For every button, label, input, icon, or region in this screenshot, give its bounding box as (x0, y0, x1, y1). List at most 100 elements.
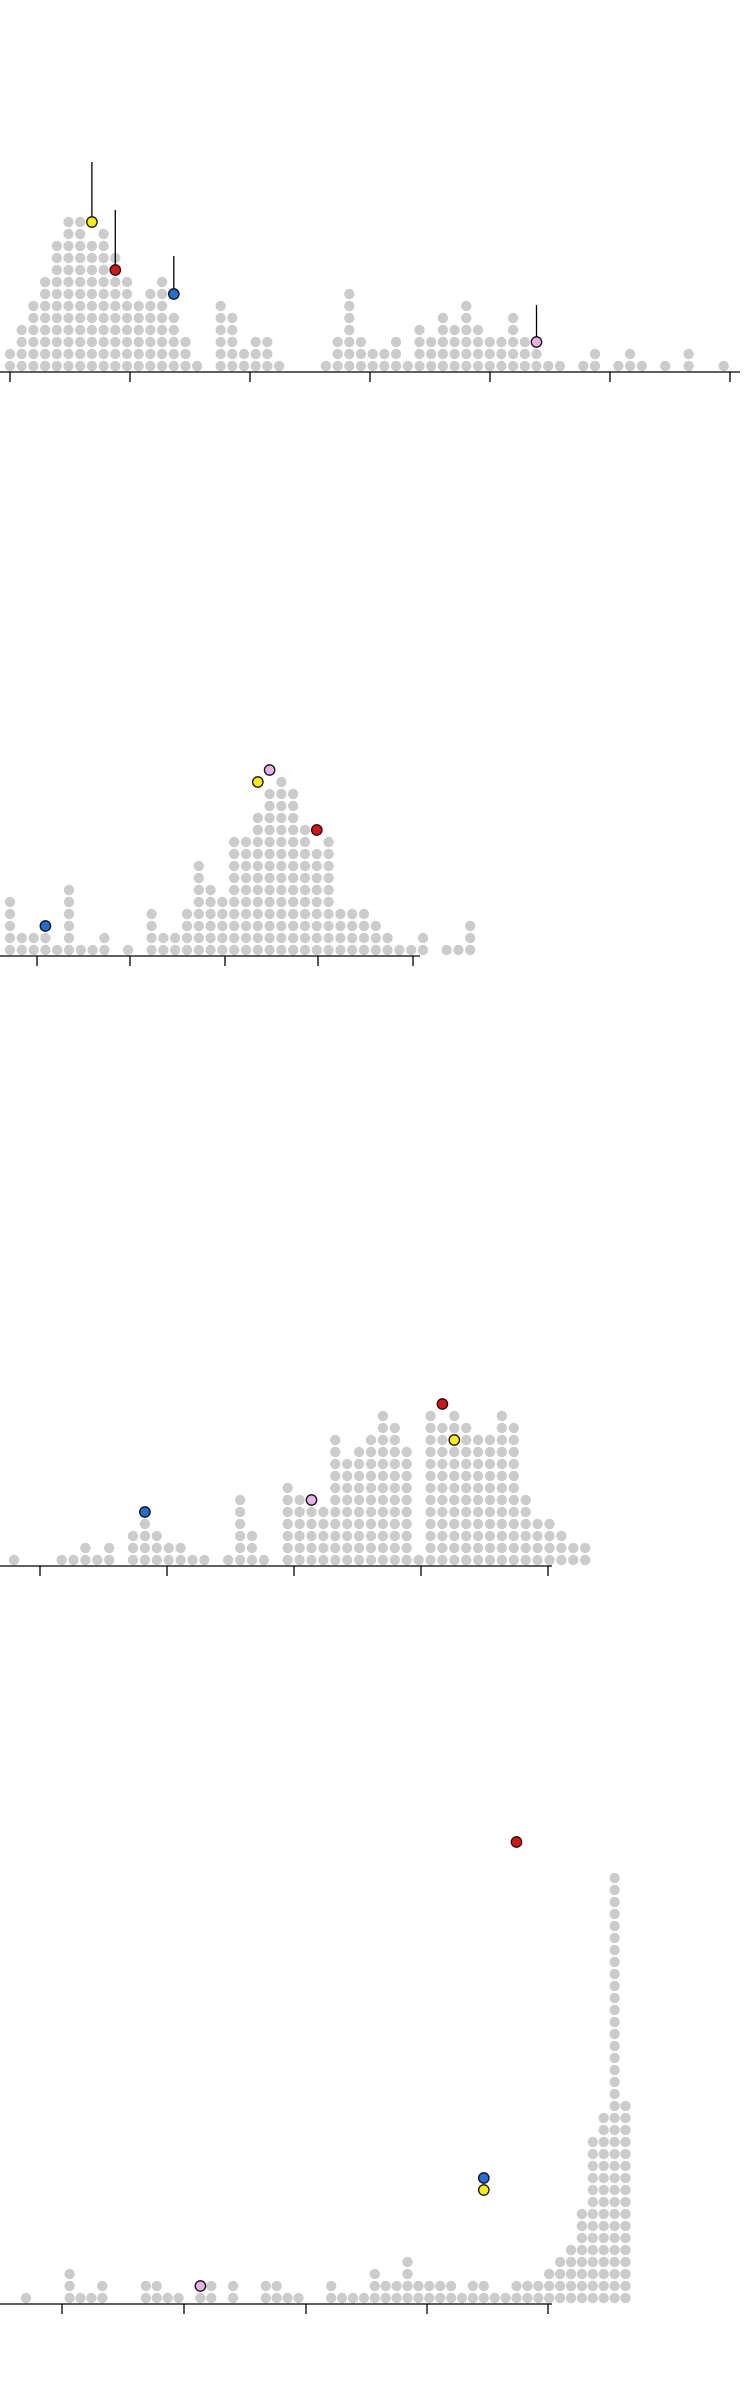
data-dot (472, 336, 484, 348)
data-dot (332, 360, 343, 372)
data-dot (234, 1506, 246, 1518)
data-dot (496, 360, 507, 372)
data-dot (472, 1554, 484, 1566)
data-dot (195, 2292, 206, 2304)
data-dot (140, 2280, 152, 2292)
data-dot (484, 1446, 496, 1458)
data-dot (353, 1518, 365, 1530)
data-dot (365, 1434, 377, 1446)
data-dot (330, 1458, 341, 1470)
data-dot (598, 2208, 609, 2220)
data-dot (104, 1542, 115, 1554)
data-dot (20, 2292, 32, 2304)
data-dot (620, 2220, 631, 2232)
data-dot (576, 2256, 588, 2268)
data-dot (330, 1434, 341, 1446)
data-dot (620, 2160, 631, 2172)
data-dot (250, 336, 261, 348)
data-dot (389, 1506, 400, 1518)
data-dot (146, 908, 157, 920)
data-dot (206, 2292, 217, 2304)
data-dot (576, 2292, 588, 2304)
data-dot (332, 336, 343, 348)
data-dot (576, 2232, 588, 2244)
data-dot (365, 1530, 377, 1542)
data-dot (496, 1446, 508, 1458)
data-dot (587, 2268, 598, 2280)
data-dot (461, 300, 472, 312)
data-dot (181, 932, 193, 944)
data-dot (414, 348, 425, 360)
data-dot (63, 896, 75, 908)
data-dot (425, 1494, 436, 1506)
data-dot (252, 908, 263, 920)
data-dot (299, 908, 311, 920)
data-dot (175, 1542, 186, 1554)
data-dot (288, 884, 299, 896)
data-dot (624, 348, 636, 360)
data-dot (63, 300, 74, 312)
data-dot (75, 288, 86, 300)
data-dot (377, 1518, 389, 1530)
data-dot (500, 2292, 511, 2304)
data-dot (299, 848, 311, 860)
data-dot (318, 1554, 329, 1566)
data-dot (620, 2244, 631, 2256)
data-dot (465, 932, 476, 944)
data-dot (98, 228, 109, 240)
data-dot (156, 360, 168, 372)
data-dot (139, 1518, 151, 1530)
data-dot (145, 360, 156, 372)
data-dot (252, 920, 263, 932)
data-dot (496, 1494, 508, 1506)
data-dot (175, 1554, 186, 1566)
data-dot (323, 908, 334, 920)
data-dot (4, 348, 16, 360)
data-dot (151, 1542, 162, 1554)
highlight-dot-pink (530, 336, 543, 348)
data-dot (484, 1518, 496, 1530)
data-dot (252, 812, 263, 824)
data-dot (456, 2292, 468, 2304)
data-dot (311, 944, 322, 956)
data-dot (63, 228, 74, 240)
data-dot (520, 1530, 531, 1542)
data-dot (449, 360, 460, 372)
data-dot (389, 1446, 400, 1458)
data-dot (294, 1530, 305, 1542)
data-dot (377, 1542, 389, 1554)
data-dot (587, 2148, 598, 2160)
data-dot (496, 1542, 508, 1554)
data-dot (282, 1494, 293, 1506)
data-dot (28, 348, 39, 360)
data-dot (145, 300, 156, 312)
data-dot (565, 2256, 577, 2268)
data-dot (511, 2292, 522, 2304)
data-dot (511, 2280, 522, 2292)
data-dot (168, 324, 179, 336)
data-dot (496, 348, 507, 360)
data-dot (63, 276, 74, 288)
data-dot (63, 336, 74, 348)
data-dot (578, 360, 589, 372)
data-dot (133, 336, 144, 348)
data-dot (417, 944, 429, 956)
data-dot (401, 1530, 412, 1542)
data-dot (170, 944, 181, 956)
data-dot (620, 2208, 631, 2220)
data-dot (609, 2016, 620, 2028)
data-dot (240, 836, 252, 848)
data-dot (437, 1482, 448, 1494)
data-dot (565, 2244, 577, 2256)
data-dot (609, 2172, 620, 2184)
data-dot (496, 1518, 508, 1530)
data-dot (306, 1518, 317, 1530)
data-dot (449, 1410, 460, 1422)
data-dot (437, 312, 449, 324)
data-dot (401, 1470, 412, 1482)
data-dot (282, 1530, 293, 1542)
data-dot (64, 2280, 75, 2292)
data-dot (181, 944, 193, 956)
data-dot (660, 360, 671, 372)
data-dot (507, 312, 519, 324)
